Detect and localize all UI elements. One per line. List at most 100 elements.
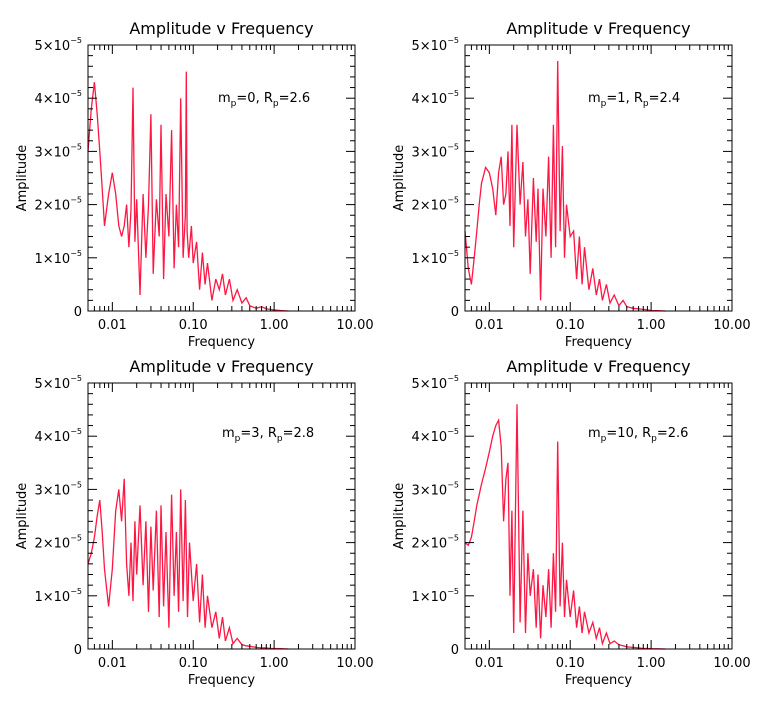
m: 0	[247, 91, 255, 106]
y-axis-label: Amplitude	[15, 145, 30, 212]
y-tick-base: 1×10	[411, 252, 447, 267]
chart-panel-1: Amplitude v Frequency 0.01 0.10 1.00 10.00 0 1…	[15, 19, 374, 350]
y-tick-label: 1×10−5	[411, 587, 459, 605]
y-tick-base: 4×10	[411, 430, 447, 445]
y-tick-exponent: −5	[70, 374, 82, 383]
subscript: p	[601, 99, 607, 109]
y-tick-base: 0	[451, 305, 459, 320]
x-tick-label: 1.00	[637, 318, 666, 333]
y-tick-label: 2×10−5	[34, 196, 82, 214]
subscript: p	[235, 434, 241, 444]
y-tick-base: 2×10	[411, 199, 447, 214]
y-tick-exponent: −5	[447, 142, 459, 151]
subscript: p	[231, 99, 237, 109]
R-label: R	[642, 426, 651, 441]
chart-title: Amplitude v Frequency	[506, 357, 690, 376]
x-tick-label: 10.00	[336, 656, 373, 671]
y-tick-exponent: −5	[447, 534, 459, 543]
m: 3	[251, 426, 259, 441]
R-label: R	[634, 91, 643, 106]
x-tick-label: 0.10	[179, 656, 208, 671]
R-label: R	[264, 91, 273, 106]
x-tick-label: 10.00	[713, 656, 750, 671]
y-tick-label: 0	[451, 305, 459, 320]
y-tick-base: 3×10	[411, 483, 447, 498]
y-tick-exponent: −5	[447, 89, 459, 98]
x-tick-label: 0.10	[556, 318, 585, 333]
y-tick-exponent: −5	[447, 196, 459, 205]
y-tick-label: 0	[74, 305, 82, 320]
y-tick-label: 4×10−5	[34, 89, 82, 107]
y-tick-exponent: −5	[447, 374, 459, 383]
y-tick-base: 3×10	[34, 145, 70, 160]
x-tick-label: 0.01	[98, 318, 127, 333]
x-axis-label: Frequency	[565, 335, 632, 350]
y-tick-label: 5×10−5	[34, 374, 82, 392]
y-tick-exponent: −5	[70, 427, 82, 436]
series-line-amplitude	[464, 404, 666, 650]
y-tick-exponent: −5	[70, 142, 82, 151]
m-label: m	[588, 426, 601, 441]
y-axis-label: Amplitude	[392, 145, 407, 212]
plot-frame	[464, 382, 733, 650]
m: 10	[617, 426, 634, 441]
plot-frame	[87, 382, 356, 650]
parameter-annotation: mp=10, Rp=2.6	[588, 426, 688, 444]
plot-frame	[464, 44, 733, 312]
y-tick-base: 1×10	[34, 590, 70, 605]
x-tick-label: 1.00	[637, 656, 666, 671]
y-tick-label: 3×10−5	[411, 142, 459, 160]
y-tick-label: 3×10−5	[411, 480, 459, 498]
subscript: p	[651, 434, 657, 444]
y-axis-label: Amplitude	[15, 483, 30, 550]
y-tick-base: 4×10	[411, 92, 447, 107]
y-tick-base: 2×10	[34, 199, 70, 214]
x-axis-label: Frequency	[188, 335, 255, 350]
y-tick-exponent: −5	[70, 587, 82, 596]
y-tick-label: 5×10−5	[411, 374, 459, 392]
subscript: p	[601, 434, 607, 444]
parameter-annotation: mp=1, Rp=2.4	[588, 91, 680, 109]
x-tick-label: 0.01	[475, 656, 504, 671]
y-tick-exponent: −5	[70, 196, 82, 205]
y-tick-label: 4×10−5	[411, 427, 459, 445]
y-tick-base: 3×10	[411, 145, 447, 160]
y-tick-exponent: −5	[447, 36, 459, 45]
x-tick-label: 1.00	[260, 318, 289, 333]
y-tick-label: 2×10−5	[411, 196, 459, 214]
y-tick-exponent: −5	[447, 587, 459, 596]
y-tick-base: 2×10	[34, 537, 70, 552]
chart-panel-4: Amplitude v Frequency 0.01 0.10 1.00 10.00 0 1…	[392, 357, 751, 688]
R: 2.4	[660, 91, 681, 106]
y-tick-exponent: −5	[70, 36, 82, 45]
x-tick-label: 0.10	[556, 656, 585, 671]
chart-panel-3: Amplitude v Frequency 0.01 0.10 1.00 10.00 0 1…	[15, 357, 374, 688]
R: 2.8	[294, 426, 315, 441]
R-label: R	[268, 426, 277, 441]
y-tick-label: 2×10−5	[411, 534, 459, 552]
R: 2.6	[290, 91, 311, 106]
parameter-annotation: mp=0, Rp=2.6	[218, 91, 310, 109]
y-tick-base: 5×10	[34, 377, 70, 392]
series-line-amplitude	[464, 60, 666, 312]
y-tick-label: 1×10−5	[34, 249, 82, 267]
y-tick-base: 5×10	[34, 39, 70, 54]
chart-title: Amplitude v Frequency	[129, 357, 313, 376]
y-tick-exponent: −5	[70, 534, 82, 543]
y-tick-base: 2×10	[411, 537, 447, 552]
plot-frame	[87, 44, 356, 312]
y-tick-exponent: −5	[447, 249, 459, 258]
R: 2.6	[668, 426, 689, 441]
y-tick-label: 3×10−5	[34, 142, 82, 160]
y-tick-label: 0	[74, 643, 82, 658]
x-tick-label: 1.00	[260, 656, 289, 671]
chart-title: Amplitude v Frequency	[129, 19, 313, 38]
y-tick-label: 3×10−5	[34, 480, 82, 498]
m-label: m	[222, 426, 235, 441]
y-tick-label: 1×10−5	[34, 587, 82, 605]
y-tick-base: 5×10	[411, 39, 447, 54]
chart-panel-2: Amplitude v Frequency 0.01 0.10 1.00 10.00 0 1…	[392, 19, 751, 350]
y-tick-label: 5×10−5	[411, 36, 459, 54]
x-tick-label: 0.01	[475, 318, 504, 333]
y-tick-label: 1×10−5	[411, 249, 459, 267]
